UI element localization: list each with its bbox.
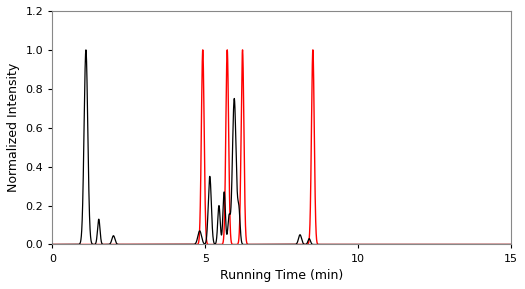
Y-axis label: Normalized Intensity: Normalized Intensity: [7, 63, 20, 192]
X-axis label: Running Time (min): Running Time (min): [220, 269, 343, 282]
